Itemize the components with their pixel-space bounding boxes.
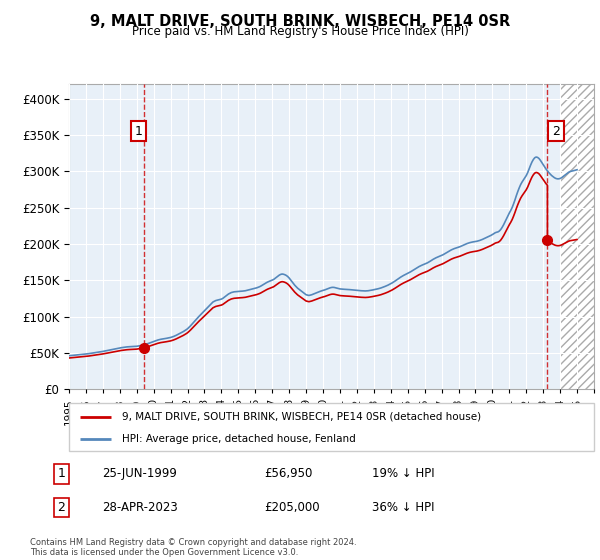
Text: Contains HM Land Registry data © Crown copyright and database right 2024.
This d: Contains HM Land Registry data © Crown c… [30, 538, 356, 557]
Text: 1: 1 [135, 125, 143, 138]
Bar [560, 84, 594, 389]
Text: 36% ↓ HPI: 36% ↓ HPI [372, 501, 434, 514]
Text: HPI: Average price, detached house, Fenland: HPI: Average price, detached house, Fenl… [121, 434, 355, 444]
Text: 9, MALT DRIVE, SOUTH BRINK, WISBECH, PE14 0SR (detached house): 9, MALT DRIVE, SOUTH BRINK, WISBECH, PE1… [121, 412, 481, 422]
Text: 9, MALT DRIVE, SOUTH BRINK, WISBECH, PE14 0SR: 9, MALT DRIVE, SOUTH BRINK, WISBECH, PE1… [90, 14, 510, 29]
Text: £205,000: £205,000 [264, 501, 320, 514]
Text: 1: 1 [58, 468, 65, 480]
Text: 25-JUN-1999: 25-JUN-1999 [102, 468, 177, 480]
FancyBboxPatch shape [69, 403, 594, 451]
Text: 2: 2 [58, 501, 65, 514]
Text: 19% ↓ HPI: 19% ↓ HPI [372, 468, 434, 480]
Text: 28-APR-2023: 28-APR-2023 [102, 501, 178, 514]
Text: £56,950: £56,950 [264, 468, 313, 480]
Text: 2: 2 [552, 125, 560, 138]
Text: Price paid vs. HM Land Registry's House Price Index (HPI): Price paid vs. HM Land Registry's House … [131, 25, 469, 38]
